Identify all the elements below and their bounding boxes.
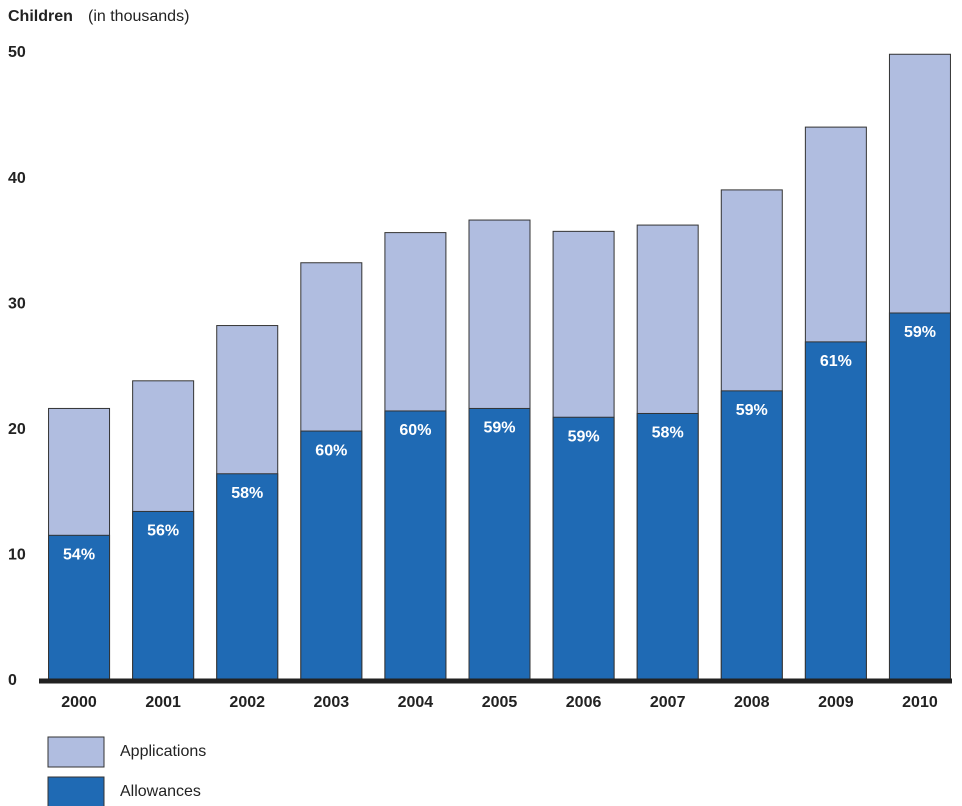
legend-label: Applications — [120, 743, 206, 760]
x-tick-label: 2005 — [482, 694, 518, 711]
chart-title: Children — [8, 8, 73, 25]
y-tick-label: 10 — [8, 547, 26, 564]
bar — [804, 341, 867, 682]
bar — [216, 473, 279, 682]
bar — [468, 407, 531, 682]
x-tick-label: 2010 — [902, 694, 938, 711]
y-tick-label: 20 — [8, 421, 26, 438]
x-tick-label: 2000 — [61, 694, 97, 711]
bar — [720, 390, 783, 682]
bar — [48, 534, 111, 682]
y-tick-label: 50 — [8, 44, 26, 61]
y-tick-label: 0 — [8, 672, 17, 689]
value-label: 59% — [904, 324, 936, 341]
value-label: 56% — [147, 523, 179, 540]
legend-swatch — [47, 736, 105, 768]
value-label: 59% — [483, 420, 515, 437]
x-tick-label: 2002 — [229, 694, 265, 711]
value-label: 60% — [315, 442, 347, 459]
bar — [636, 412, 699, 682]
value-label: 60% — [399, 422, 431, 439]
value-label: 58% — [652, 425, 684, 442]
value-label: 61% — [820, 353, 852, 370]
x-tick-label: 2003 — [314, 694, 350, 711]
bar — [888, 312, 951, 682]
value-label: 54% — [63, 547, 95, 564]
value-label: 58% — [231, 485, 263, 502]
y-tick-label: 30 — [8, 295, 26, 312]
x-tick-label: 2006 — [566, 694, 602, 711]
y-tick-label: 40 — [8, 170, 26, 187]
bar — [132, 510, 195, 682]
chart-subtitle: (in thousands) — [88, 8, 189, 25]
legend-label: Allowances — [120, 783, 201, 800]
bar — [552, 416, 615, 682]
x-tick-label: 2008 — [734, 694, 770, 711]
value-label: 59% — [736, 402, 768, 419]
x-tick-label: 2001 — [145, 694, 181, 711]
value-label: 59% — [568, 428, 600, 445]
x-tick-label: 2007 — [650, 694, 686, 711]
x-tick-label: 2009 — [818, 694, 854, 711]
bar — [384, 410, 447, 682]
x-tick-label: 2004 — [398, 694, 434, 711]
bar — [300, 430, 363, 682]
legend-swatch — [47, 776, 105, 806]
